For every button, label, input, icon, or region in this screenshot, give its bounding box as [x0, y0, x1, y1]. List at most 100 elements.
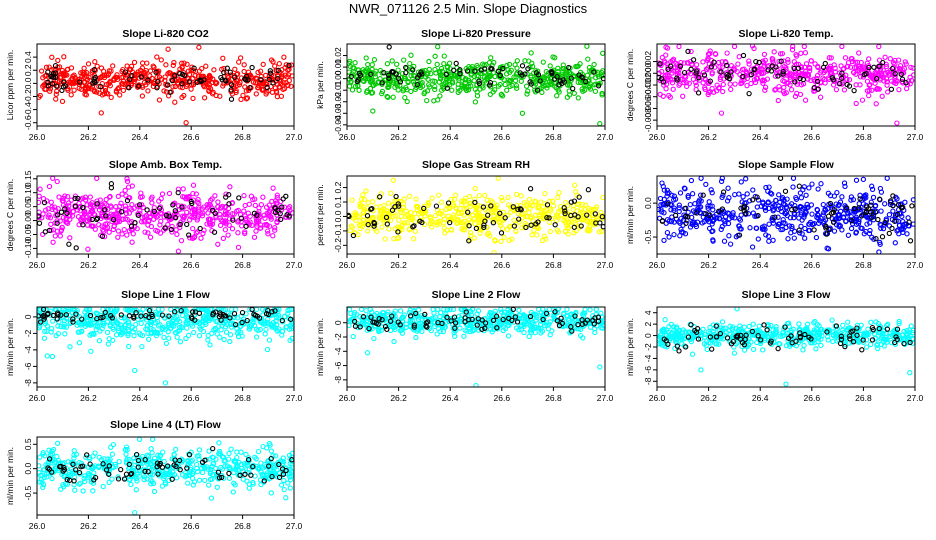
data-point [578, 223, 584, 229]
data-point [476, 225, 482, 231]
figure-title: NWR_071126 2.5 Min. Slope Diagnostics [349, 1, 588, 16]
data-point [49, 54, 55, 60]
data-point [156, 205, 163, 211]
data-point [519, 63, 526, 69]
data-point [247, 324, 253, 330]
data-point [571, 90, 577, 96]
data-point [576, 72, 582, 78]
data-point [243, 77, 249, 83]
data-point [50, 318, 56, 324]
data-point [681, 60, 687, 66]
y-tick-label: -4 [23, 346, 33, 354]
data-point [544, 202, 551, 208]
data-point [194, 229, 201, 235]
data-point [376, 316, 382, 322]
data-point [157, 222, 163, 228]
data-point [858, 213, 865, 219]
data-point [880, 225, 887, 232]
data-point [747, 225, 753, 231]
data-point [201, 77, 207, 83]
data-point [220, 55, 226, 61]
data-point [368, 90, 375, 96]
data-point [792, 211, 798, 218]
data-point [744, 82, 750, 89]
data-point [232, 66, 238, 72]
data-point [199, 206, 205, 212]
data-point [697, 77, 703, 83]
y-tick-label: 0.002 [643, 51, 653, 73]
data-point [141, 79, 148, 86]
data-point [879, 93, 885, 99]
data-point [544, 214, 550, 221]
data-point [461, 206, 467, 212]
data-point [37, 220, 43, 226]
data-point [357, 201, 363, 207]
data-point [858, 64, 864, 71]
data-point [348, 73, 354, 80]
data-point [70, 319, 76, 325]
data-point [842, 183, 848, 190]
data-point [275, 75, 281, 82]
data-point [683, 205, 689, 211]
data-point [858, 59, 864, 66]
data-point [373, 204, 379, 210]
data-point [599, 215, 605, 222]
x-tick-label: 27.0 [907, 132, 924, 142]
data-point [270, 80, 276, 86]
data-point [106, 81, 112, 87]
data-point [564, 215, 570, 222]
data-point [452, 320, 459, 326]
data-point [820, 212, 826, 218]
data-point [501, 234, 507, 240]
data-point [366, 76, 372, 82]
data-point [46, 183, 53, 190]
data-point [730, 210, 736, 216]
data-point [831, 228, 838, 234]
data-point [444, 314, 450, 320]
data-point [465, 317, 472, 323]
data-point [118, 314, 125, 321]
data-point [888, 86, 895, 92]
data-point [780, 226, 786, 233]
data-point [129, 324, 135, 330]
data-point [736, 232, 743, 238]
data-point [719, 206, 726, 212]
data-point [475, 64, 481, 70]
data-point [158, 195, 164, 202]
data-point [101, 233, 108, 240]
data-point [180, 186, 186, 192]
data-point [820, 64, 827, 71]
data-point [108, 68, 114, 74]
data-point [279, 204, 285, 210]
data-point [488, 65, 494, 71]
data-point [253, 307, 260, 313]
data-point [153, 227, 159, 234]
data-point [181, 204, 187, 210]
data-point [401, 220, 407, 226]
data-point [391, 236, 397, 242]
data-point [268, 216, 274, 222]
data-point [136, 83, 142, 89]
data-point [178, 307, 184, 314]
x-tick-label: 26.2 [80, 393, 97, 403]
data-point [666, 234, 672, 240]
data-point [677, 233, 683, 239]
data-point [489, 208, 495, 215]
data-point [410, 76, 416, 82]
data-point [662, 72, 669, 78]
data-point [247, 85, 253, 91]
data-point [886, 72, 892, 78]
data-point [403, 321, 409, 327]
data-point [162, 225, 168, 231]
data-point [238, 215, 244, 221]
x-tick-label: 27.0 [286, 260, 303, 270]
data-point [481, 224, 487, 231]
data-point [288, 83, 294, 89]
data-point [659, 209, 665, 215]
data-point [566, 92, 573, 98]
data-point [177, 224, 183, 231]
plot-frame [36, 175, 295, 255]
data-point [797, 75, 803, 82]
data-point [265, 307, 271, 314]
data-point [145, 330, 151, 337]
